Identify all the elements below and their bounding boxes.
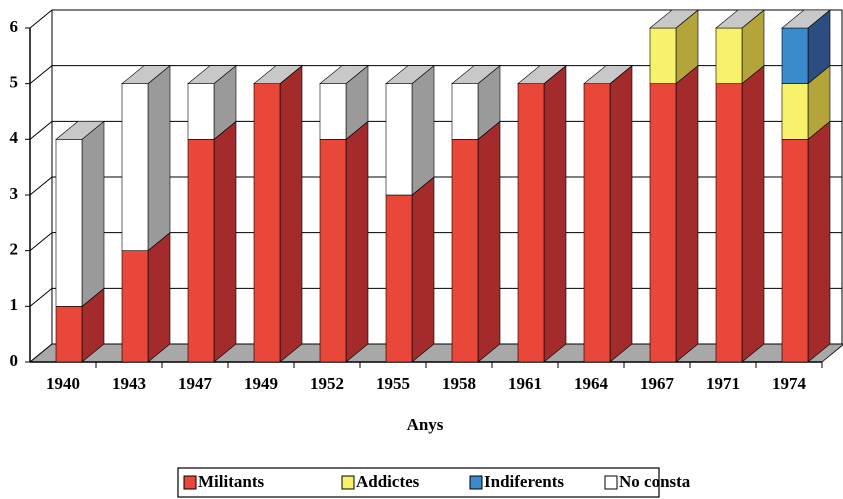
y-tick-label: 1 bbox=[10, 295, 19, 314]
bar-top bbox=[385, 65, 435, 84]
bar bbox=[715, 27, 743, 84]
bar bbox=[121, 250, 149, 363]
bar-top bbox=[187, 65, 237, 84]
bar-side bbox=[609, 65, 633, 363]
y-tick-label: 0 bbox=[10, 351, 19, 370]
bar-top bbox=[583, 65, 633, 84]
x-tick-label: 1955 bbox=[376, 374, 410, 393]
bar-side bbox=[411, 65, 435, 196]
bar-side bbox=[81, 120, 105, 307]
x-tick-label: 1940 bbox=[46, 374, 80, 393]
bar-top bbox=[121, 65, 171, 84]
legend-label: Indiferents bbox=[484, 472, 564, 491]
legend-swatch bbox=[604, 475, 618, 490]
x-tick-label: 1958 bbox=[442, 374, 476, 393]
bar-top bbox=[451, 65, 501, 84]
x-tick-label: 1943 bbox=[112, 374, 146, 393]
bar bbox=[385, 83, 413, 196]
bar bbox=[781, 83, 809, 140]
bar-side bbox=[675, 65, 699, 363]
bar-side bbox=[345, 120, 369, 363]
bar bbox=[319, 139, 347, 363]
bar-side bbox=[807, 120, 831, 363]
bar bbox=[319, 83, 347, 140]
bar bbox=[781, 27, 809, 84]
bar-top bbox=[649, 9, 699, 29]
grid-diagonal bbox=[29, 120, 53, 140]
y-tick-label: 6 bbox=[10, 17, 19, 36]
bar-side bbox=[477, 120, 501, 363]
legend-swatch bbox=[341, 475, 355, 490]
bar bbox=[253, 83, 281, 363]
bar bbox=[583, 83, 611, 363]
bar bbox=[55, 306, 83, 363]
x-tick-label: 1961 bbox=[508, 374, 542, 393]
bar bbox=[715, 83, 743, 363]
x-tick-label: 1949 bbox=[244, 374, 278, 393]
x-axis-title: Anys bbox=[407, 415, 444, 434]
grid-diagonal bbox=[29, 65, 53, 85]
bar bbox=[451, 83, 479, 140]
x-tick-label: 1947 bbox=[178, 374, 213, 393]
bar bbox=[781, 139, 809, 363]
grid-diagonal bbox=[29, 287, 53, 307]
legend-swatch bbox=[183, 475, 197, 490]
grid-diagonal bbox=[29, 9, 53, 29]
bar bbox=[649, 27, 677, 84]
bar-side bbox=[741, 65, 765, 363]
bar-side bbox=[147, 65, 171, 252]
bar-side bbox=[411, 176, 435, 363]
y-tick-label: 5 bbox=[10, 73, 19, 92]
legend bbox=[177, 467, 660, 498]
y-tick-label: 3 bbox=[10, 184, 19, 203]
legend-label: Militants bbox=[198, 472, 264, 491]
bar bbox=[649, 83, 677, 363]
bar-top bbox=[253, 65, 303, 84]
bar bbox=[517, 83, 545, 363]
bar-side bbox=[543, 65, 567, 363]
bar-side bbox=[213, 120, 237, 363]
legend-swatch bbox=[469, 475, 483, 490]
y-tick-label: 4 bbox=[10, 128, 19, 147]
bar bbox=[121, 83, 149, 251]
grid-diagonal bbox=[29, 343, 53, 363]
bar bbox=[187, 139, 215, 363]
grid-diagonal bbox=[29, 176, 53, 196]
bar bbox=[55, 139, 83, 307]
x-tick-label: 1971 bbox=[706, 374, 740, 393]
x-tick-label: 1974 bbox=[772, 374, 807, 393]
bar-top bbox=[517, 65, 567, 84]
y-tick-label: 2 bbox=[10, 240, 19, 259]
legend-label: Addictes bbox=[356, 472, 420, 491]
bar bbox=[187, 83, 215, 140]
bar bbox=[385, 194, 413, 363]
x-tick-label: 1967 bbox=[640, 374, 675, 393]
x-tick-label: 1964 bbox=[574, 374, 609, 393]
bar-top bbox=[319, 65, 369, 84]
bar-top bbox=[781, 9, 831, 29]
bar-side bbox=[279, 65, 303, 363]
bar-top bbox=[55, 121, 105, 140]
grid-diagonal bbox=[29, 232, 53, 252]
bar-side bbox=[147, 232, 171, 363]
bar bbox=[451, 139, 479, 363]
legend-label: No consta bbox=[619, 472, 691, 491]
bar-top bbox=[715, 9, 765, 29]
x-tick-label: 1952 bbox=[310, 374, 344, 393]
